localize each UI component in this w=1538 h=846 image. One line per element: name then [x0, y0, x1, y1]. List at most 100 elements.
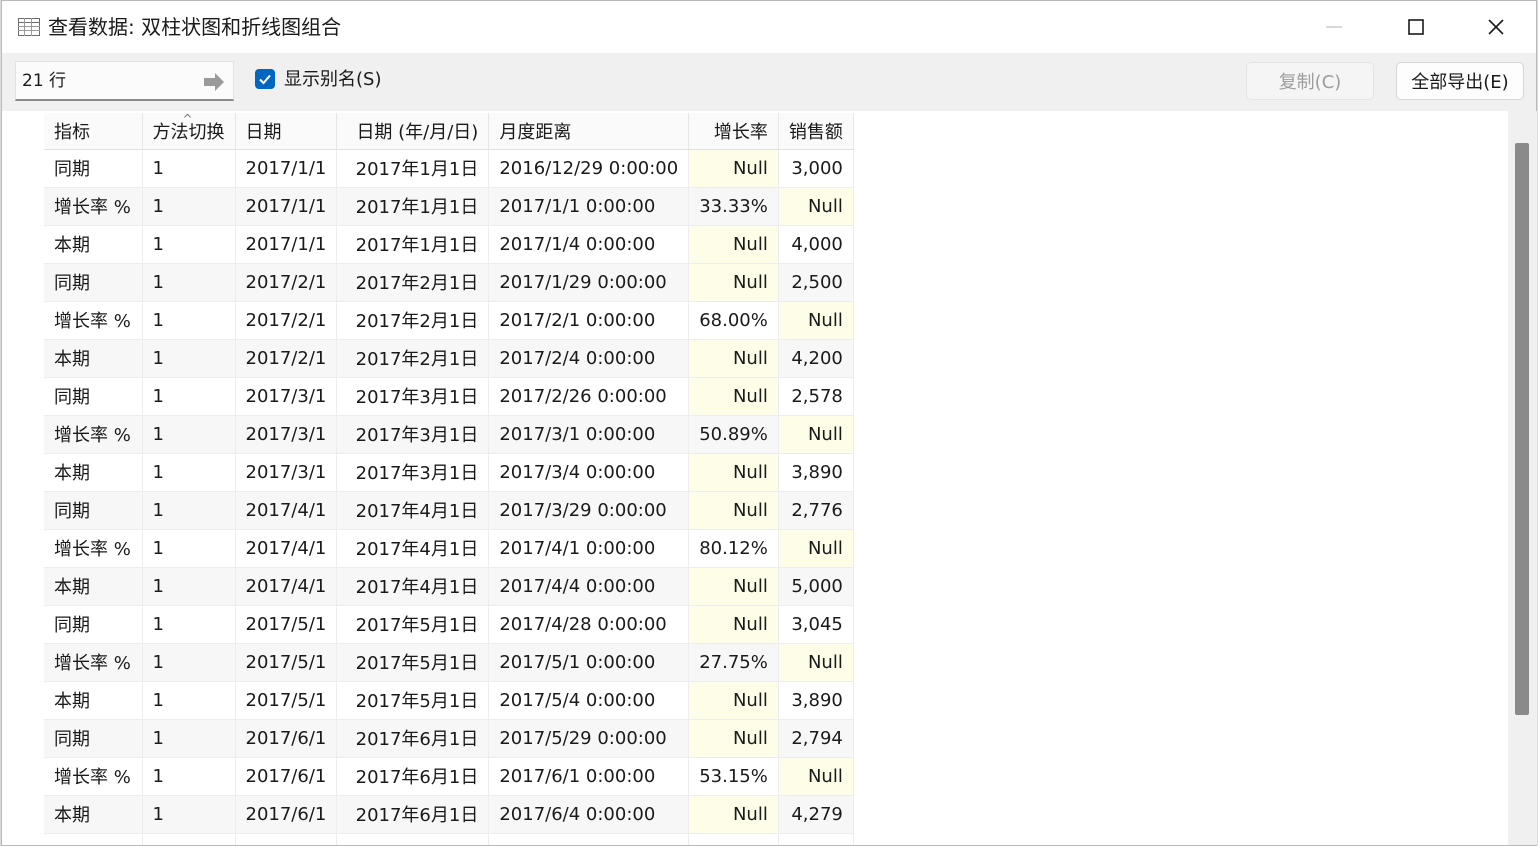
cell-method[interactable]: 1: [142, 453, 236, 492]
cell-date-ymd[interactable]: 2017年1月1日: [336, 225, 490, 264]
cell-sales[interactable]: Null: [778, 643, 854, 682]
cell-method[interactable]: 1: [142, 339, 236, 378]
cell-indicator[interactable]: 同期: [44, 491, 143, 530]
cell-growth-rate[interactable]: 50.89%: [688, 415, 779, 454]
cell-date[interactable]: 2017/2/1: [235, 301, 338, 340]
cell-method[interactable]: 1: [142, 757, 236, 796]
cell-indicator[interactable]: 同期: [44, 149, 143, 188]
cell-growth-rate[interactable]: Null: [688, 719, 779, 758]
cell-date-ymd[interactable]: 2017年4月1日: [336, 491, 490, 530]
table-row[interactable]: 本期 1 2017/6/1 2017年6月1日 2017/6/4 0:00:00 Null…: [44, 795, 854, 834]
cell-date-ymd[interactable]: 2017年5月1日: [336, 681, 490, 720]
title-bar[interactable]: 查看数据: 双柱状图和折线图组合: [2, 1, 1536, 53]
cell-sales[interactable]: 3,045: [778, 605, 854, 644]
cell-method[interactable]: 1: [142, 529, 236, 568]
cell-growth-rate[interactable]: Null: [688, 453, 779, 492]
cell-date[interactable]: 2017/6/1: [235, 719, 338, 758]
cell-date[interactable]: 2017/5/1: [235, 605, 338, 644]
maximize-button[interactable]: [1376, 1, 1456, 53]
cell-month-distance[interactable]: 2017/2/4 0:00:00: [488, 339, 690, 378]
cell-method[interactable]: 1: [142, 491, 236, 530]
table-row[interactable]: 本期 1 2017/3/1 2017年3月1日 2017/3/4 0:00:00 Null…: [44, 453, 854, 492]
cell-date-ymd[interactable]: 2017年2月1日: [336, 263, 490, 302]
cell-indicator[interactable]: 增长率 %: [44, 643, 143, 682]
cell-sales[interactable]: 2,794: [778, 719, 854, 758]
cell-growth-rate[interactable]: [688, 833, 779, 845]
table-row[interactable]: [44, 833, 854, 845]
cell-month-distance[interactable]: 2017/1/1 0:00:00: [488, 187, 690, 226]
cell-growth-rate[interactable]: Null: [688, 225, 779, 264]
cell-growth-rate[interactable]: Null: [688, 149, 779, 188]
table-row[interactable]: 增长率 % 1 2017/1/1 2017年1月1日 2017/1/1 0:00:00 3…: [44, 187, 854, 226]
cell-sales[interactable]: 2,578: [778, 377, 854, 416]
cell-growth-rate[interactable]: Null: [688, 339, 779, 378]
cell-indicator[interactable]: 本期: [44, 567, 143, 606]
cell-indicator[interactable]: 增长率 %: [44, 415, 143, 454]
cell-indicator[interactable]: 同期: [44, 377, 143, 416]
table-row[interactable]: 同期 1 2017/2/1 2017年2月1日 2017/1/29 0:00:00 Nul…: [44, 263, 854, 302]
cell-indicator[interactable]: [44, 833, 143, 845]
table-row[interactable]: 本期 1 2017/4/1 2017年4月1日 2017/4/4 0:00:00 Null…: [44, 567, 854, 606]
cell-date-ymd[interactable]: 2017年6月1日: [336, 795, 490, 834]
column-header-date[interactable]: 日期: [235, 113, 338, 150]
cell-date[interactable]: 2017/4/1: [235, 491, 338, 530]
arrow-right-icon[interactable]: [202, 71, 226, 93]
column-header-date-ymd[interactable]: 日期 (年/月/日): [336, 113, 490, 150]
column-header-month-distance[interactable]: 月度距离: [488, 113, 690, 150]
cell-date-ymd[interactable]: 2017年1月1日: [336, 149, 490, 188]
column-header-method[interactable]: ^ 方法切换: [142, 112, 236, 150]
cell-date[interactable]: 2017/1/1: [235, 149, 338, 188]
close-button[interactable]: [1456, 1, 1536, 53]
cell-method[interactable]: 1: [142, 225, 236, 264]
cell-date-ymd[interactable]: 2017年3月1日: [336, 453, 490, 492]
cell-month-distance[interactable]: 2017/3/4 0:00:00: [488, 453, 690, 492]
cell-date[interactable]: 2017/1/1: [235, 187, 338, 226]
cell-growth-rate[interactable]: Null: [688, 605, 779, 644]
cell-method[interactable]: 1: [142, 415, 236, 454]
table-row[interactable]: 本期 1 2017/5/1 2017年5月1日 2017/5/4 0:00:00 Null…: [44, 681, 854, 720]
table-row[interactable]: 本期 1 2017/1/1 2017年1月1日 2017/1/4 0:00:00 Null…: [44, 225, 854, 264]
cell-month-distance[interactable]: 2017/1/29 0:00:00: [488, 263, 690, 302]
cell-date-ymd[interactable]: 2017年5月1日: [336, 643, 490, 682]
cell-method[interactable]: 1: [142, 605, 236, 644]
cell-indicator[interactable]: 增长率 %: [44, 301, 143, 340]
cell-month-distance[interactable]: 2017/3/1 0:00:00: [488, 415, 690, 454]
cell-month-distance[interactable]: 2017/5/4 0:00:00: [488, 681, 690, 720]
cell-indicator[interactable]: 同期: [44, 719, 143, 758]
minimize-button[interactable]: [1294, 1, 1374, 53]
show-alias-label[interactable]: 显示别名(S): [284, 69, 382, 90]
copy-button[interactable]: 复制(C): [1246, 62, 1374, 100]
cell-month-distance[interactable]: 2017/6/4 0:00:00: [488, 795, 690, 834]
cell-method[interactable]: 1: [142, 681, 236, 720]
table-row[interactable]: 增长率 % 1 2017/2/1 2017年2月1日 2017/2/1 0:00:00 6…: [44, 301, 854, 340]
table-row[interactable]: 同期 1 2017/6/1 2017年6月1日 2017/5/29 0:00:00 Nul…: [44, 719, 854, 758]
cell-date[interactable]: 2017/2/1: [235, 263, 338, 302]
cell-growth-rate[interactable]: Null: [688, 795, 779, 834]
cell-month-distance[interactable]: 2016/12/29 0:00:00: [488, 149, 690, 188]
cell-growth-rate[interactable]: 53.15%: [688, 757, 779, 796]
cell-date-ymd[interactable]: 2017年4月1日: [336, 567, 490, 606]
table-row[interactable]: 同期 1 2017/3/1 2017年3月1日 2017/2/26 0:00:00 Nul…: [44, 377, 854, 416]
table-row[interactable]: 同期 1 2017/4/1 2017年4月1日 2017/3/29 0:00:00 Nul…: [44, 491, 854, 530]
cell-indicator[interactable]: 本期: [44, 795, 143, 834]
cell-date-ymd[interactable]: 2017年6月1日: [336, 719, 490, 758]
cell-growth-rate[interactable]: 27.75%: [688, 643, 779, 682]
cell-sales[interactable]: 5,000: [778, 567, 854, 606]
cell-sales[interactable]: 3,890: [778, 453, 854, 492]
cell-sales[interactable]: 4,200: [778, 339, 854, 378]
cell-method[interactable]: 1: [142, 795, 236, 834]
cell-indicator[interactable]: 本期: [44, 339, 143, 378]
cell-growth-rate[interactable]: Null: [688, 567, 779, 606]
cell-date-ymd[interactable]: [336, 833, 490, 845]
row-count-input[interactable]: 21 行: [15, 61, 234, 101]
cell-date-ymd[interactable]: 2017年3月1日: [336, 415, 490, 454]
cell-date[interactable]: 2017/3/1: [235, 415, 338, 454]
cell-date[interactable]: 2017/5/1: [235, 643, 338, 682]
cell-method[interactable]: 1: [142, 301, 236, 340]
cell-date[interactable]: 2017/5/1: [235, 681, 338, 720]
cell-indicator[interactable]: 同期: [44, 263, 143, 302]
cell-date[interactable]: 2017/3/1: [235, 453, 338, 492]
cell-date-ymd[interactable]: 2017年4月1日: [336, 529, 490, 568]
cell-indicator[interactable]: 同期: [44, 605, 143, 644]
cell-sales[interactable]: 3,000: [778, 149, 854, 188]
